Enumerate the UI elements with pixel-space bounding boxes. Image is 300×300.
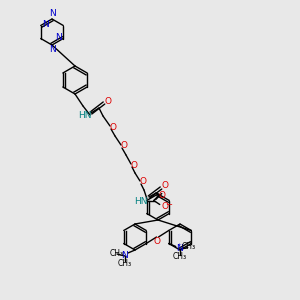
Text: HN: HN: [78, 112, 92, 121]
Text: O: O: [140, 178, 146, 187]
Text: O: O: [121, 142, 128, 151]
Text: N: N: [122, 250, 128, 260]
Text: N: N: [176, 244, 183, 253]
Text: O: O: [158, 191, 165, 200]
Text: N: N: [42, 20, 49, 29]
Text: O: O: [154, 238, 161, 247]
Text: O: O: [161, 182, 169, 190]
Text: CH₃: CH₃: [110, 248, 124, 257]
Text: CH₃: CH₃: [118, 259, 132, 268]
Text: −: −: [165, 200, 172, 209]
Text: O: O: [161, 202, 168, 211]
Text: CH₃: CH₃: [173, 252, 187, 261]
Text: ⁺: ⁺: [178, 244, 181, 250]
Text: N: N: [49, 46, 56, 55]
Text: N: N: [55, 33, 62, 42]
Text: O: O: [130, 160, 137, 169]
Text: O: O: [104, 97, 112, 106]
Text: N: N: [49, 10, 56, 19]
Text: CH₃: CH₃: [182, 242, 196, 251]
Text: O: O: [110, 122, 116, 131]
Text: HN: HN: [134, 196, 148, 206]
